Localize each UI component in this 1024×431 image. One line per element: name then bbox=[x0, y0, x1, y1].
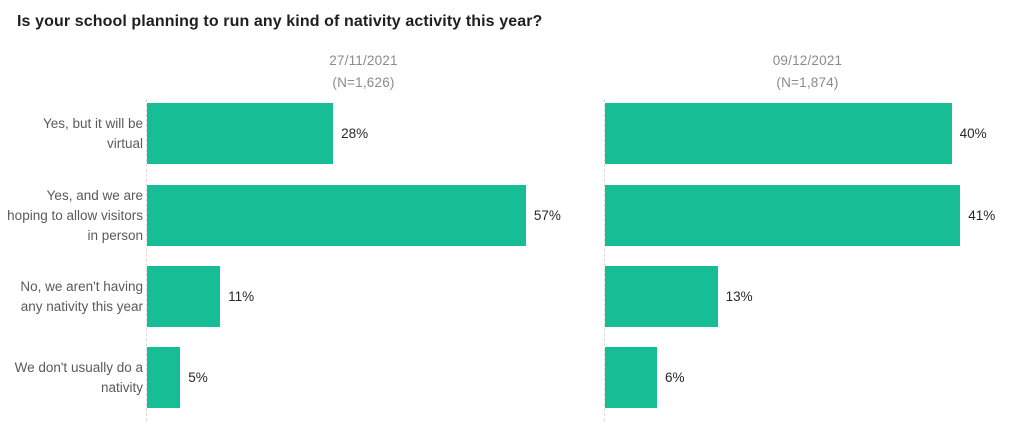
chart-title: Is your school planning to run any kind … bbox=[17, 13, 543, 30]
bar-row: 41% bbox=[605, 185, 1011, 246]
category-label-dont-usually-do-nativity: We don't usually do a nativity bbox=[14, 359, 143, 395]
panel-date-label: 27/11/2021 bbox=[329, 53, 398, 68]
bar-row: 13% bbox=[605, 266, 1011, 327]
bar-yes-visitors-in-person bbox=[147, 185, 526, 246]
bar-value-label: 6% bbox=[664, 370, 685, 385]
bar-yes-visitors-in-person bbox=[605, 185, 961, 246]
bar-row: 40% bbox=[605, 103, 1011, 164]
bar-value-label: 40% bbox=[959, 126, 987, 141]
bar-value-label: 28% bbox=[341, 126, 369, 141]
bar-no-nativity-this-year bbox=[147, 266, 221, 327]
bar-row: 57% bbox=[147, 185, 580, 246]
bar-row: 5% bbox=[147, 347, 580, 408]
panel-sample-size-label: (N=1,874) bbox=[776, 75, 839, 90]
panel-header-09-12-2021: 09/12/2021 (N=1,874) bbox=[605, 50, 1010, 94]
bar-value-label: 11% bbox=[228, 289, 255, 304]
panel-header-27-11-2021: 27/11/2021 (N=1,626) bbox=[147, 50, 580, 94]
bar-row: 11% bbox=[147, 266, 580, 327]
category-label-no-nativity-this-year: No, we aren't having any nativity this y… bbox=[20, 278, 143, 314]
bar-row: 28% bbox=[147, 103, 580, 164]
bar-value-label: 41% bbox=[968, 208, 996, 223]
panel-sample-size-label: (N=1,626) bbox=[332, 75, 395, 90]
bar-value-label: 57% bbox=[533, 208, 561, 223]
bar-panel-27-11-2021: 28% 57% 11% 5% bbox=[146, 99, 580, 421]
bar-yes-virtual bbox=[605, 103, 952, 164]
bar-yes-virtual bbox=[147, 103, 334, 164]
bar-panel-09-12-2021: 40% 41% 13% 6% bbox=[604, 99, 1011, 421]
panel-date-label: 09/12/2021 bbox=[772, 53, 843, 68]
category-label-yes-virtual: Yes, but it will be virtual bbox=[42, 115, 143, 151]
bar-row: 6% bbox=[605, 347, 1011, 408]
bar-value-label: 5% bbox=[188, 370, 208, 385]
bar-value-label: 13% bbox=[725, 289, 753, 304]
bar-dont-usually-do-nativity bbox=[147, 347, 181, 408]
bar-dont-usually-do-nativity bbox=[605, 347, 657, 408]
category-label-yes-visitors-in-person: Yes, and we are hoping to allow visitors… bbox=[7, 187, 143, 243]
bar-no-nativity-this-year bbox=[605, 266, 718, 327]
